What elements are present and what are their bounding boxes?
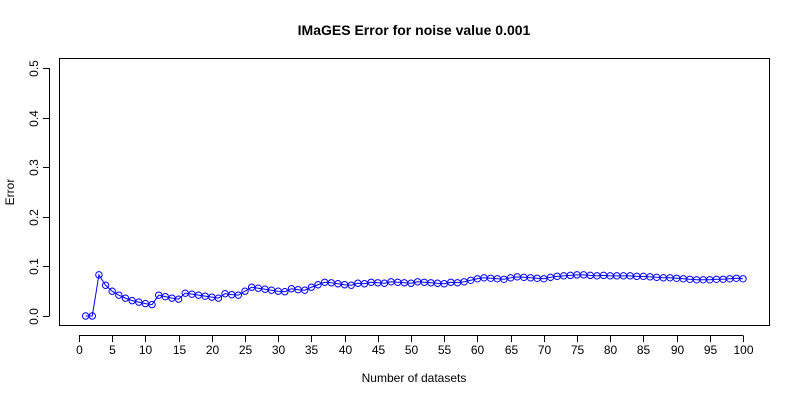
data-point [88,312,96,320]
x-tick-label: 40 [339,343,353,357]
x-tick-label: 55 [438,343,452,357]
x-tick-label: 15 [173,343,187,357]
data-point [500,275,508,283]
x-tick-label: 25 [239,343,253,357]
data-point [115,291,123,299]
x-axis-ticks: 0 5 10 15 20 25 30 35 40 45 50 55 60 65 70 75 80 85 90 95 10… [76,335,754,357]
data-point [347,281,355,289]
chart-title: IMaGES Error for noise value 0.001 [298,22,531,38]
y-tick-label: 0.2 [27,209,41,226]
data-point [407,279,415,287]
x-tick-label: 35 [305,343,319,357]
x-tick-label: 65 [505,343,519,357]
data-point [380,279,389,287]
data-point [460,278,468,286]
data-point [281,288,289,296]
x-tick-label: 90 [671,343,685,357]
data-point [174,295,183,303]
x-tick-label: 5 [109,343,116,357]
data-point [214,294,223,302]
y-tick-label: 0.4 [27,110,41,127]
data-point [314,281,322,289]
x-tick-label: 30 [272,343,286,357]
data-point [307,283,316,291]
x-tick-label: 45 [372,343,386,357]
data-point [540,275,548,283]
x-tick-label: 85 [637,343,651,357]
data-point [135,298,143,306]
x-tick-label: 20 [206,343,220,357]
x-tick-label: 100 [733,343,753,357]
y-axis-ticks: 0.0 0.1 0.2 0.3 0.4 0.5 [27,60,50,325]
x-tick-label: 75 [571,343,585,357]
plot-frame [59,58,770,326]
data-point [241,287,249,295]
data-point [121,294,130,302]
data-point [301,286,309,294]
data-point [101,281,110,289]
data-point [161,292,170,301]
y-tick-label: 0.3 [27,159,41,176]
data-point [108,287,116,295]
x-tick-label: 70 [538,343,552,357]
x-tick-label: 60 [471,343,485,357]
y-tick-label: 0.5 [27,60,41,77]
y-tick-label: 0.0 [27,308,41,325]
data-point [95,271,103,279]
data-point [360,280,369,288]
data-point [739,275,747,283]
x-tick-label: 50 [405,343,419,357]
y-tick-label: 0.1 [27,258,41,275]
y-axis-label: Error [3,179,17,206]
data-point [467,276,475,284]
x-tick-label: 95 [704,343,718,357]
x-tick-label: 80 [604,343,618,357]
x-tick-label: 0 [76,343,83,357]
data-point [440,280,448,288]
data-point [148,300,156,309]
data-point [128,296,136,305]
data-point [234,291,243,299]
data-point [154,291,163,299]
x-axis-label: Number of datasets [362,371,467,385]
x-tick-label: 10 [139,343,153,357]
series-layer [81,271,747,320]
